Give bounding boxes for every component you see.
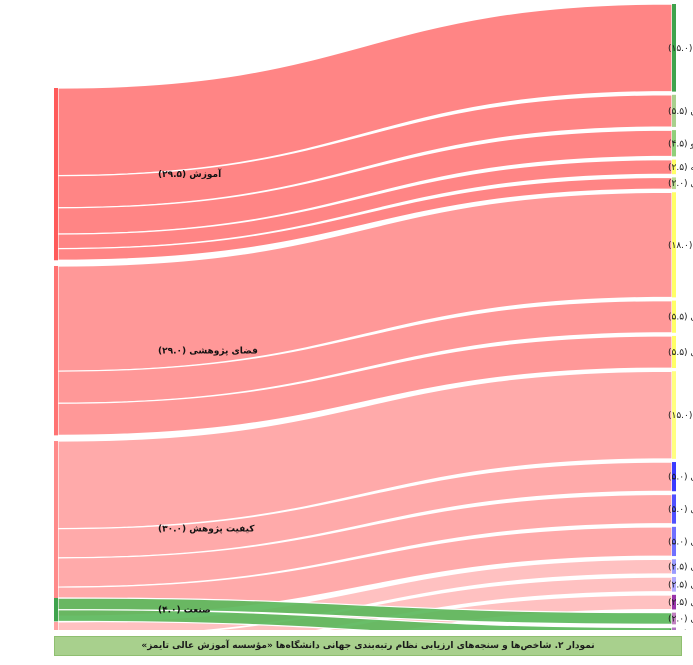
target-node	[672, 192, 676, 298]
source-label-quality: کیفیت پژوهش (۳۰.۰)	[158, 525, 255, 535]
target-label: نسبت استادان بین‌المللی (۲.۵)	[668, 580, 693, 590]
target-node	[672, 130, 676, 157]
target-label: نسبت دانشجویان بین‌المللی (۲.۵)	[668, 563, 693, 573]
target-label: نسبت دانشجویان دکتری به کارشناسی (۲.۰)	[668, 179, 693, 189]
source-label-industry: صنعت (۴.۰)	[158, 606, 211, 616]
flow-link	[57, 609, 673, 630]
target-node	[672, 559, 676, 574]
target-node	[672, 612, 676, 625]
source-label-teaching: آموزش (۲۹.۵)	[158, 168, 222, 180]
target-node	[672, 4, 676, 92]
target-label: بهره‌وری پژوهشی (۵.۵)	[668, 348, 693, 358]
node-layer	[54, 4, 676, 630]
target-node	[672, 462, 676, 492]
sankey-diagram: آموزش (۲۹.۵) فضای پژوهشی (۲۹.۰) کیفیت پژوه…	[54, 3, 693, 630]
target-node	[672, 159, 676, 175]
source-label-environment: فضای پژوهشی (۲۹.۰)	[158, 347, 258, 357]
target-node	[672, 371, 676, 459]
target-node	[672, 94, 676, 127]
target-label: همکاری بین‌المللی (۲.۵)	[668, 598, 693, 608]
source-node-environment	[54, 265, 58, 436]
target-label: آوازه آموزشی (۱۵.۰)	[668, 42, 693, 54]
target-label: درآمد مؤسسه (۲.۵)	[668, 161, 693, 173]
target-label: نسبت دانش‌آموختگان دکتری به استادان (۵.۵…	[668, 105, 693, 117]
target-label: تأثیر استنادی (۱۵.۰)	[668, 408, 693, 421]
target-node	[672, 335, 676, 369]
target-label: نفوذ پژوهشی (۵.۰)	[668, 537, 693, 547]
source-node-industry	[54, 598, 58, 622]
target-node	[672, 594, 676, 610]
label-layer: آموزش (۲۹.۵) فضای پژوهشی (۲۹.۰) کیفیت پژوه…	[158, 42, 693, 630]
source-node-teaching	[54, 88, 58, 261]
figure-caption: نمودار ۲. شاخص‌ها و سنجه‌های ارزیابی نظا…	[54, 636, 682, 656]
target-label: ممتازی پژوهشی (۵.۰)	[668, 505, 693, 515]
target-label: آوازه پژوهشی (۱۸.۰)	[668, 239, 693, 251]
flow-link	[57, 176, 673, 261]
target-node	[672, 300, 676, 333]
target-label: پروانه‌های ثبت اختراع (۲.۰)	[668, 629, 693, 630]
target-node	[672, 494, 676, 524]
target-label: نسبت استاد به دانشجو (۴.۵)	[668, 139, 693, 149]
target-node	[672, 177, 676, 190]
source-node-quality	[54, 441, 58, 617]
target-node	[672, 627, 676, 630]
target-label: درآمد صنعتی (۲.۰)	[668, 612, 693, 624]
target-label: درآمد پژوهشی (۵.۵)	[668, 311, 693, 323]
target-node	[672, 526, 676, 557]
source-node-outlook	[54, 621, 58, 630]
flow-layer	[57, 3, 673, 630]
target-label: توان پژوهشی (۵.۰)	[668, 473, 693, 483]
target-node	[672, 577, 676, 592]
